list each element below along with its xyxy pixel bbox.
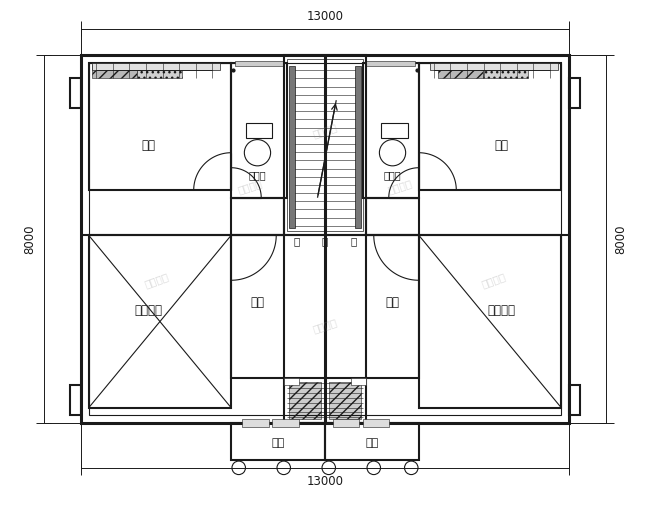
- Bar: [289, 382, 321, 419]
- Text: 卫生间: 卫生间: [249, 170, 266, 180]
- Bar: [366, 61, 415, 67]
- Bar: [329, 382, 361, 419]
- Bar: [284, 55, 366, 235]
- Bar: [351, 378, 366, 385]
- Bar: [231, 235, 284, 378]
- Bar: [333, 419, 359, 427]
- Bar: [246, 123, 272, 138]
- Bar: [430, 62, 558, 70]
- Bar: [284, 378, 299, 385]
- Text: 图纸之家: 图纸之家: [480, 271, 507, 289]
- Text: 13000: 13000: [307, 10, 343, 23]
- Text: 卫生间: 卫生间: [384, 170, 401, 180]
- Text: 卧室: 卧室: [494, 139, 508, 152]
- Bar: [355, 67, 361, 228]
- Bar: [235, 61, 284, 67]
- Bar: [92, 65, 137, 78]
- Bar: [366, 235, 419, 378]
- Text: 图纸之家: 图纸之家: [311, 316, 339, 334]
- Bar: [231, 423, 325, 460]
- Bar: [419, 62, 562, 190]
- Bar: [70, 385, 81, 416]
- Bar: [363, 419, 389, 427]
- Bar: [88, 62, 562, 416]
- Bar: [437, 65, 482, 78]
- Bar: [242, 419, 268, 427]
- Text: 8000: 8000: [23, 224, 36, 253]
- Bar: [289, 67, 295, 228]
- Text: 客厅上空: 客厅上空: [488, 304, 515, 317]
- Bar: [363, 62, 419, 198]
- Text: 图纸之家: 图纸之家: [237, 178, 263, 195]
- Bar: [88, 235, 231, 408]
- Bar: [70, 78, 81, 108]
- Text: 下: 下: [294, 236, 300, 246]
- Bar: [569, 78, 580, 108]
- Bar: [325, 423, 419, 460]
- Bar: [231, 198, 284, 235]
- Text: 下: 下: [350, 236, 356, 246]
- Text: 图纸之家: 图纸之家: [311, 121, 339, 139]
- Text: 客厅上空: 客厅上空: [135, 304, 162, 317]
- Text: 8000: 8000: [614, 224, 627, 253]
- Bar: [569, 385, 580, 416]
- Text: 卧室: 卧室: [385, 296, 400, 309]
- Bar: [284, 378, 366, 423]
- Text: 图纸之家: 图纸之家: [387, 178, 413, 195]
- Text: 阳台: 阳台: [365, 438, 378, 449]
- Bar: [92, 62, 220, 70]
- Bar: [366, 198, 419, 235]
- Bar: [482, 65, 528, 78]
- Bar: [137, 65, 183, 78]
- Bar: [419, 235, 562, 408]
- Bar: [382, 123, 408, 138]
- Text: 13000: 13000: [307, 475, 343, 488]
- Text: 卧室: 卧室: [142, 139, 156, 152]
- Bar: [81, 55, 569, 423]
- Text: 上: 上: [322, 236, 328, 246]
- Bar: [287, 59, 363, 232]
- Text: 阳台: 阳台: [272, 438, 285, 449]
- Text: 卧室: 卧室: [250, 296, 265, 309]
- Text: 图纸之家: 图纸之家: [143, 271, 170, 289]
- Bar: [272, 419, 299, 427]
- Bar: [231, 62, 287, 198]
- Bar: [88, 62, 231, 190]
